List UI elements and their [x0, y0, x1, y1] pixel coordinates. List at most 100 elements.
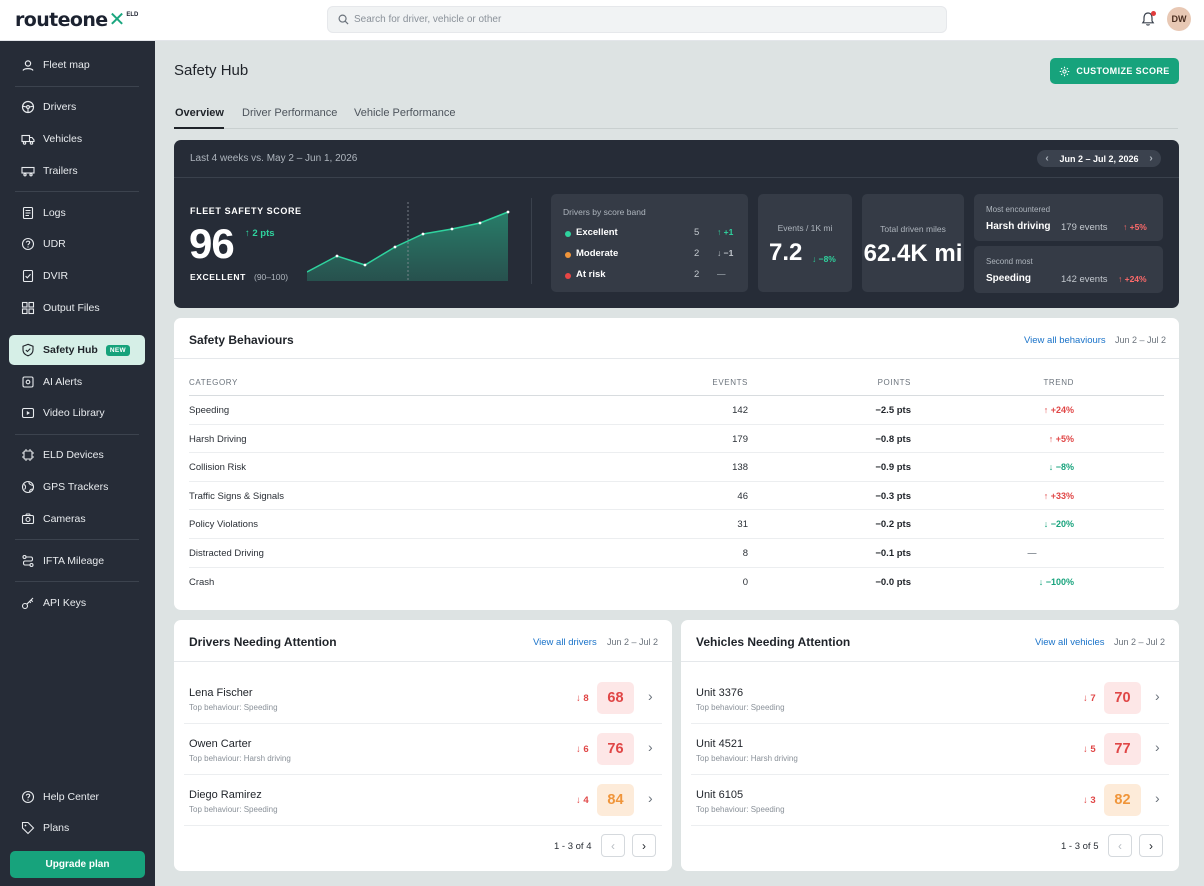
sidebar-item-logs[interactable]: Logs [9, 198, 145, 228]
band-row-excellent: Excellent 5 ↑ +1 [563, 227, 737, 241]
steering-wheel-icon [20, 99, 36, 115]
sidebar-item-plans[interactable]: Plans [9, 813, 145, 843]
search-input[interactable] [354, 7, 934, 32]
vehicle-score-delta: ↓ 5 [1083, 744, 1096, 755]
vehicle-row[interactable]: Unit 6105 Top behaviour: Speeding ↓ 3 82… [691, 775, 1169, 826]
row-events: 179 [732, 433, 748, 445]
brand-name: routeone [15, 9, 108, 31]
chevron-right-icon[interactable]: › [648, 688, 653, 704]
chevron-right-icon[interactable]: › [1155, 688, 1160, 704]
fleet-safety-score-label: FLEET SAFETY SCORE [190, 206, 302, 216]
avatar[interactable]: DW [1167, 7, 1191, 31]
band-row-at-risk: At risk 2 — [563, 269, 737, 283]
pagination-next-button[interactable]: › [632, 834, 656, 857]
driver-row[interactable]: Lena Fischer Top behaviour: Speeding ↓ 8… [184, 673, 662, 724]
chevron-right-icon[interactable]: › [1155, 739, 1160, 755]
table-row[interactable]: Policy Violations 31 −0.2 pts ↓ −20% [189, 510, 1164, 539]
table-row[interactable]: Speeding 142 −2.5 pts ↑ +24% [189, 396, 1164, 425]
sidebar-item-ai-alerts[interactable]: AI Alerts [9, 367, 145, 397]
driver-row[interactable]: Diego Ramirez Top behaviour: Speeding ↓ … [184, 775, 662, 826]
search-box[interactable] [327, 6, 947, 33]
most-encountered-name: Harsh driving [986, 221, 1051, 232]
sidebar-item-output-files[interactable]: Output Files [9, 293, 145, 323]
sidebar-item-dvir[interactable]: DVIR [9, 261, 145, 291]
total-miles-label: Total driven miles [880, 224, 946, 234]
sidebar-item-eld-devices[interactable]: ELD Devices [9, 440, 145, 470]
chevron-right-icon[interactable]: › [648, 739, 653, 755]
sidebar-item-label: Cameras [43, 513, 86, 525]
vehicle-row[interactable]: Unit 3376 Top behaviour: Speeding ↓ 7 70… [691, 673, 1169, 724]
upgrade-plan-button[interactable]: Upgrade plan [10, 851, 145, 878]
sidebar-item-safety-hub[interactable]: Safety Hub NEW [9, 335, 145, 365]
checklist-icon [20, 268, 36, 284]
vehicle-score-badge: 70 [1104, 682, 1141, 714]
tab-driver-performance[interactable]: Driver Performance [242, 107, 338, 119]
table-row[interactable]: Crash 0 −0.0 pts ↓ −100% [189, 568, 1164, 597]
most-encountered-card: Most encountered Harsh driving 179 event… [974, 194, 1163, 241]
notification-bell-icon[interactable] [1140, 11, 1156, 27]
brand-logo[interactable]: routeone ✕ ELD [15, 9, 138, 31]
view-all-behaviours-link[interactable]: View all behaviours [1024, 335, 1106, 346]
udr-icon [20, 236, 36, 252]
gear-icon [1060, 66, 1070, 76]
safety-behaviours-title: Safety Behaviours [189, 333, 294, 347]
active-tab-indicator [174, 127, 224, 129]
tab-overview[interactable]: Overview [175, 107, 224, 119]
row-events: 0 [742, 576, 748, 588]
date-range-picker[interactable]: ‹ Jun 2 – Jul 2, 2026 › [1037, 150, 1161, 167]
band-count: 2 [694, 248, 700, 259]
chevron-right-icon[interactable]: › [1149, 153, 1153, 164]
vehicle-row[interactable]: Unit 4521 Top behaviour: Harsh driving ↓… [691, 724, 1169, 775]
sidebar-item-label: Drivers [43, 101, 77, 113]
row-points: −0.8 pts [875, 433, 911, 445]
card-divider [174, 358, 1179, 359]
sidebar-item-fleet-map[interactable]: Fleet map [9, 50, 145, 80]
view-all-drivers-link[interactable]: View all drivers [533, 637, 597, 648]
driver-top-behaviour: Top behaviour: Harsh driving [189, 754, 291, 763]
vehicle-score-delta: ↓ 7 [1083, 693, 1096, 704]
sidebar-item-label: Logs [43, 207, 66, 219]
sidebar-item-gps-trackers[interactable]: GPS Trackers [9, 472, 145, 502]
view-all-vehicles-link[interactable]: View all vehicles [1035, 637, 1105, 648]
pagination-next-button[interactable]: › [1139, 834, 1163, 857]
chevron-left-icon[interactable]: ‹ [1045, 153, 1049, 164]
sidebar-divider [15, 539, 139, 540]
pagination-prev-button[interactable]: ‹ [601, 834, 625, 857]
sidebar-item-cameras[interactable]: Cameras [9, 504, 145, 534]
table-row[interactable]: Distracted Driving 8 −0.1 pts — [189, 539, 1164, 568]
sidebar-item-drivers[interactable]: Drivers [9, 92, 145, 122]
sidebar-item-video-library[interactable]: Video Library [9, 398, 145, 428]
route-icon [20, 553, 36, 569]
table-row[interactable]: Harsh Driving 179 −0.8 pts ↑ +5% [189, 425, 1164, 454]
pagination-prev-button[interactable]: ‹ [1108, 834, 1132, 857]
sidebar-item-help-center[interactable]: Help Center [9, 782, 145, 812]
table-row[interactable]: Collision Risk 138 −0.9 pts ↓ −8% [189, 453, 1164, 482]
sidebar-item-trailers[interactable]: Trailers [9, 156, 145, 186]
second-most-card: Second most Speeding 142 events ↑ +24% [974, 246, 1163, 293]
sidebar-item-udr[interactable]: UDR [9, 229, 145, 259]
column-header-category: CATEGORY [189, 378, 238, 387]
tab-vehicle-performance[interactable]: Vehicle Performance [354, 107, 456, 119]
table-row[interactable]: Traffic Signs & Signals 46 −0.3 pts ↑ +3… [189, 482, 1164, 511]
chevron-right-icon[interactable]: › [648, 790, 653, 806]
sidebar-item-label: Output Files [43, 302, 100, 314]
row-trend: — [1027, 548, 1037, 558]
sidebar-item-api-keys[interactable]: API Keys [9, 588, 145, 618]
video-icon [20, 405, 36, 421]
driver-score-badge: 76 [597, 733, 634, 765]
driver-score-badge: 84 [597, 784, 634, 816]
driver-name: Lena Fischer [189, 687, 253, 699]
table-header-divider [189, 395, 1164, 396]
sidebar-item-label: IFTA Mileage [43, 555, 105, 567]
sidebar-item-vehicles[interactable]: Vehicles [9, 124, 145, 154]
sidebar-item-ifta-mileage[interactable]: IFTA Mileage [9, 546, 145, 576]
customize-score-button[interactable]: CUSTOMIZE SCORE [1050, 58, 1179, 84]
sidebar-item-label: AI Alerts [43, 376, 83, 388]
vehicle-name: Unit 3376 [696, 687, 744, 699]
sidebar-divider [15, 434, 139, 435]
sidebar-item-label: ELD Devices [43, 449, 104, 461]
gps-icon [20, 479, 36, 495]
driver-row[interactable]: Owen Carter Top behaviour: Harsh driving… [184, 724, 662, 775]
chevron-right-icon[interactable]: › [1155, 790, 1160, 806]
row-trend: ↓ −8% [1048, 462, 1074, 473]
